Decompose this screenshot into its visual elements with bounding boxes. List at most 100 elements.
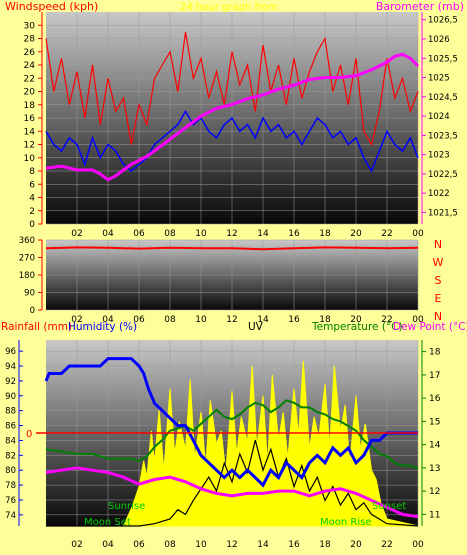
y-tick-label: 82 [5,451,16,461]
y-tick-label: 1026,5 [428,16,458,26]
x-tick-label: 20 [350,315,362,325]
y-tick-label: 26 [24,48,36,58]
y-tick-label: 1025 [428,74,450,84]
humidity-line [44,357,418,488]
y-tick-label: 1026 [428,35,450,45]
x-tick-label: 10 [195,540,207,550]
y-tick-label: 4 [29,194,35,204]
windspeed-axis-title: Windspeed (kph) [5,0,98,13]
compass-label: S [435,274,442,287]
x-tick-label: 12 [226,540,237,550]
y-tick-label: 88 [5,407,16,417]
wind-pressure-series [45,31,420,182]
sunset-label: Sunset [372,501,406,512]
y-tick-label: 76 [5,496,16,506]
y-tick-label: 92 [5,377,16,387]
y-tick-label: 16 [429,394,441,404]
y-tick-label: 20 [24,88,36,98]
x-tick-label: 10 [195,229,207,239]
temperature-y-ticks: 11 12 13 14 15 16 17 18 [422,348,441,520]
wind-direction-series [45,246,419,251]
y-tick-label: 96 [5,347,16,357]
y-tick-label: 86 [5,422,16,432]
x-tick-label: 08 [164,229,176,239]
chart-title: 24 hour graph from [180,2,278,13]
sunrise-label: Sunrise [108,501,145,512]
compass-label: W [433,256,444,269]
humidity-temperature-x-ticks: 02 04 06 08 10 12 14 16 18 20 22 00 [71,540,424,550]
y-tick-label: 1024 [428,112,450,122]
x-tick-label: 16 [288,540,300,550]
x-tick-label: 02 [71,315,82,325]
y-tick-label: 15 [429,417,440,427]
y-tick-label: 270 [19,254,35,264]
humidity-y-ticks: 74 76 78 80 82 84 86 88 90 92 94 96 [5,347,23,521]
wind-direction-gridlines [46,239,419,311]
y-tick-label: 94 [5,362,16,372]
x-tick-label: 20 [350,540,362,550]
barometer-line [45,52,420,182]
x-tick-label: 16 [288,229,300,239]
y-tick-label: 180 [19,271,35,281]
humidity-temperature-series [36,357,419,527]
x-tick-label: 10 [195,315,207,325]
y-tick-label: 90 [5,392,16,402]
moon-rise-label: Moon Rise [320,517,371,528]
y-tick-label: 2 [29,207,35,217]
y-tick-label: 1022,5 [428,170,458,180]
wind-pressure-x-ticks: 02 04 06 08 10 12 14 16 18 20 22 00 [71,229,424,239]
compass-label: N [434,310,442,323]
moon-set-label: Moon Set [84,517,131,528]
y-tick-label: 0 [30,306,35,316]
x-tick-label: 02 [71,229,82,239]
y-tick-label: 14 [429,441,441,451]
wind-speed-line [45,109,419,173]
y-tick-label: 12 [429,487,440,497]
uv-line [46,439,419,527]
y-tick-label: 84 [5,436,16,446]
y-tick-label: 30 [24,21,36,31]
y-tick-label: 80 [5,466,16,476]
x-tick-label: 14 [257,540,269,550]
wind-direction-x-ticks: 02 04 06 08 10 12 14 16 18 20 22 00 [71,315,424,325]
y-tick-label: 1025,5 [428,54,458,64]
y-tick-label: 0 [29,220,35,230]
barometer-axis-title: Barometer (mb) [376,0,464,13]
x-tick-label: 06 [133,315,145,325]
x-tick-label: 16 [288,315,300,325]
x-tick-label: 08 [164,540,176,550]
y-tick-label: 11 [429,510,440,520]
y-tick-label: 1022 [428,189,450,199]
uv-axis-title: UV [248,321,264,333]
x-tick-label: 18 [319,540,331,550]
x-tick-label: 00 [412,229,424,239]
x-tick-label: 22 [381,229,392,239]
x-tick-label: 22 [381,315,392,325]
barometer-y-ticks: 1021,5 1022 1022,5 1023 1023,5 1024 1024,5 1025… [422,16,458,218]
x-tick-label: 06 [133,229,145,239]
x-tick-label: 02 [71,540,82,550]
y-tick-label: 28 [24,35,36,45]
y-tick-label: 8 [29,167,35,177]
y-tick-label: 1023 [428,151,450,161]
y-tick-label: 18 [24,101,36,111]
wind-gust-line [45,31,419,147]
y-tick-label: 90 [24,289,35,299]
dewpoint-axis-title: Dew Point (°C) [393,321,467,333]
x-tick-label: 04 [102,540,114,550]
x-tick-label: 00 [412,540,424,550]
wind-direction-line [45,246,419,251]
temperature-axis-title: Temperature (°C) [311,321,403,333]
x-tick-label: 12 [226,315,237,325]
y-tick-label: 13 [429,464,440,474]
x-tick-label: 00 [412,315,424,325]
direction-y-ticks: 0 90 180 270 360 [19,236,42,316]
y-tick-label: 16 [24,114,36,124]
temperature-line [45,399,419,469]
x-tick-label: 14 [257,229,269,239]
y-tick-label: 14 [24,127,36,137]
y-tick-label: 1021,5 [428,208,458,218]
y-tick-label: 18 [429,348,441,358]
